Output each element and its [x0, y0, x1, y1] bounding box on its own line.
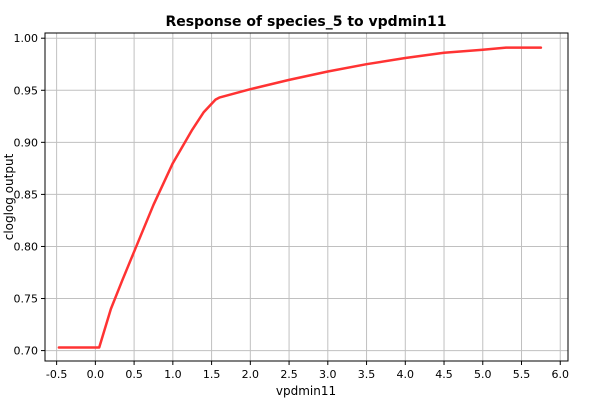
y-tick-label: 0.80	[14, 240, 39, 253]
x-tick-label: 1.5	[203, 368, 221, 381]
ticks: -0.5 0.0 0.5 1.0 1.5 2.0 2.5 3.0 3.5 4.0 4.5 5.0 5.5…	[14, 32, 570, 381]
y-tick-label: 0.95	[14, 84, 39, 97]
y-tick-label: 0.75	[14, 293, 39, 306]
x-tick-label: -0.5	[46, 368, 67, 381]
x-tick-label: 4.5	[435, 368, 453, 381]
x-tick-label: 3.0	[319, 368, 337, 381]
x-axis-label: vpdmin11	[276, 384, 336, 398]
x-tick-label: 0.0	[87, 368, 105, 381]
x-tick-label: 0.5	[125, 368, 143, 381]
x-tick-label: 6.0	[552, 368, 570, 381]
x-tick-label: 5.5	[513, 368, 531, 381]
y-axis-label: cloglog output	[2, 153, 16, 240]
chart-title: Response of species_5 to vpdmin11	[165, 14, 446, 30]
y-tick-label: 0.70	[14, 345, 39, 358]
x-tick-label: 2.0	[242, 368, 260, 381]
plot-background	[45, 33, 568, 361]
x-tick-label: 2.5	[280, 368, 298, 381]
series-layer	[57, 46, 543, 349]
y-tick-label: 0.85	[14, 188, 39, 201]
grid	[45, 33, 568, 361]
x-tick-label: 4.0	[397, 368, 415, 381]
x-tick-label: 3.5	[358, 368, 376, 381]
plot-frame	[44, 32, 569, 362]
x-tick-label: 1.0	[164, 368, 182, 381]
x-tick-label: 5.0	[474, 368, 492, 381]
y-tick-label: 0.90	[14, 136, 39, 149]
y-tick-label: 1.00	[14, 32, 39, 45]
series-line	[57, 46, 543, 349]
